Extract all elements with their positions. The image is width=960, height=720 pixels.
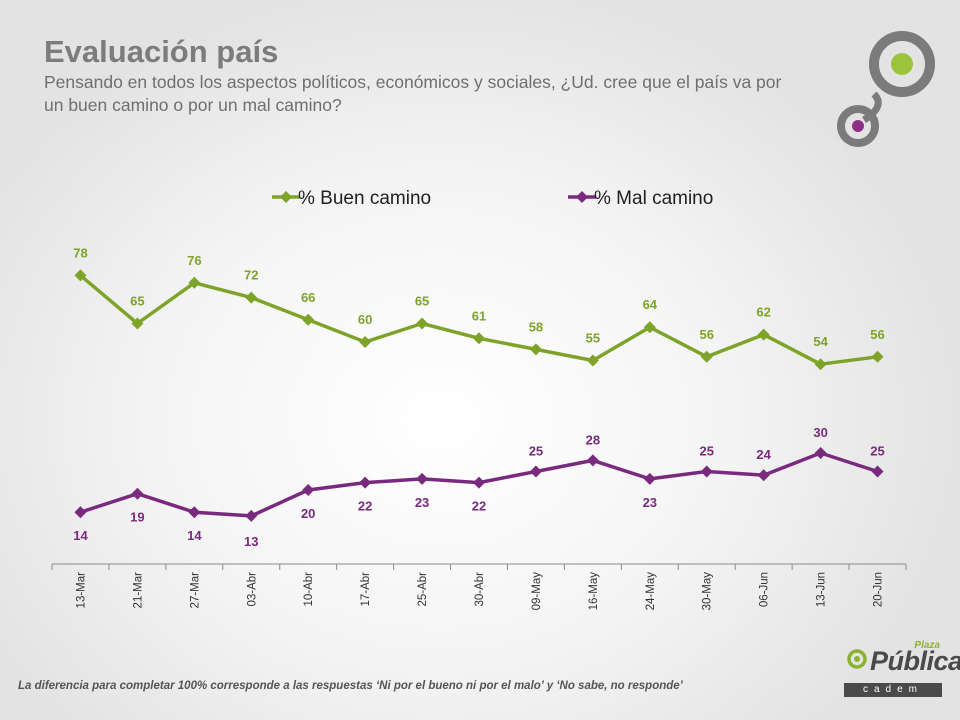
data-point-marker xyxy=(245,509,258,522)
x-tick-label: 24-May xyxy=(645,572,657,611)
data-label: 23 xyxy=(415,495,429,510)
x-tick-label: 13-Mar xyxy=(75,572,87,609)
data-label: 14 xyxy=(187,528,202,543)
x-tick-label: 06-Jun xyxy=(759,572,771,607)
data-label: 20 xyxy=(301,506,315,521)
data-point-marker xyxy=(302,484,315,496)
data-label: 24 xyxy=(756,447,771,462)
x-tick-label: 21-Mar xyxy=(132,572,144,609)
data-label: 30 xyxy=(813,425,827,440)
data-point-marker xyxy=(757,469,770,482)
data-point-marker xyxy=(473,332,485,345)
data-point-marker xyxy=(700,350,713,363)
data-label: 54 xyxy=(813,334,828,349)
data-point-marker xyxy=(74,269,87,282)
data-point-marker xyxy=(359,336,372,348)
data-label: 78 xyxy=(73,245,87,260)
data-point-marker xyxy=(74,506,87,519)
data-point-marker xyxy=(871,350,884,363)
data-point-marker xyxy=(814,358,827,371)
data-point-marker xyxy=(529,343,542,356)
data-label: 72 xyxy=(244,268,258,283)
data-point-marker xyxy=(586,454,599,467)
data-point-marker xyxy=(757,328,770,341)
legend-item-mal-camino: % Mal camino xyxy=(568,188,713,209)
legend-label: % Buen camino xyxy=(298,188,431,209)
data-label: 56 xyxy=(699,327,713,342)
data-point-marker xyxy=(188,506,201,519)
data-label: 23 xyxy=(643,495,657,510)
data-label: 65 xyxy=(130,294,144,309)
data-label: 14 xyxy=(73,528,88,543)
data-label: 55 xyxy=(586,331,600,346)
data-label: 56 xyxy=(870,327,884,342)
data-point-marker xyxy=(302,313,315,326)
data-label: 28 xyxy=(586,432,600,447)
data-label: 62 xyxy=(756,305,770,320)
data-label: 60 xyxy=(358,312,372,327)
data-point-marker xyxy=(416,317,429,330)
data-point-marker xyxy=(131,487,144,500)
data-label: 66 xyxy=(301,290,315,305)
legend-label: % Mal camino xyxy=(594,188,713,209)
data-point-marker xyxy=(871,465,884,478)
data-label: 76 xyxy=(187,253,201,268)
data-point-marker xyxy=(700,465,713,478)
data-label: 22 xyxy=(358,499,372,514)
x-tick-label: 17-Abr xyxy=(360,572,372,607)
page-title: Evaluación país xyxy=(44,34,279,69)
brand-logo-name: Pública xyxy=(870,646,960,676)
data-point-marker xyxy=(814,447,827,459)
data-label: 25 xyxy=(870,444,884,459)
brand-dot-icon xyxy=(847,649,867,669)
data-point-marker xyxy=(586,354,599,367)
data-point-marker xyxy=(359,476,372,489)
data-label: 13 xyxy=(244,534,258,549)
data-label: 64 xyxy=(643,297,658,312)
x-tick-label: 03-Abr xyxy=(246,572,258,607)
footnote: La diferencia para completar 100% corres… xyxy=(18,680,683,692)
data-label: 25 xyxy=(529,444,543,459)
legend-marker xyxy=(280,191,292,203)
data-label: 61 xyxy=(472,308,486,323)
data-point-marker xyxy=(643,472,656,485)
x-tick-label: 25-Abr xyxy=(417,572,429,607)
data-label: 25 xyxy=(699,444,713,459)
x-tick-label: 16-May xyxy=(588,572,600,611)
data-point-marker xyxy=(473,476,485,489)
data-point-marker xyxy=(131,317,144,330)
page-subtitle: Pensando en todos los aspectos políticos… xyxy=(44,72,782,115)
data-point-marker xyxy=(643,321,656,334)
x-tick-label: 10-Abr xyxy=(303,572,315,607)
decorative-circles-icon xyxy=(837,31,935,147)
data-point-marker xyxy=(529,465,542,478)
data-label: 65 xyxy=(415,294,429,309)
x-tick-label: 30-Abr xyxy=(474,572,486,607)
x-tick-label: 09-May xyxy=(531,572,543,611)
data-label: 58 xyxy=(529,319,543,334)
data-point-marker xyxy=(188,276,201,289)
legend-marker xyxy=(576,191,588,203)
x-tick-label: 20-Jun xyxy=(873,572,885,607)
x-tick-label: 13-Jun xyxy=(816,572,828,607)
brand-logo-bottom: cadem xyxy=(844,683,942,697)
brand-logo: Plaza Pública cadem xyxy=(844,640,960,698)
data-label: 19 xyxy=(130,510,144,525)
data-point-marker xyxy=(245,291,258,304)
data-point-marker xyxy=(416,472,429,485)
data-label: 22 xyxy=(472,499,486,514)
x-tick-label: 30-May xyxy=(702,572,714,611)
legend-item-buen-camino: % Buen camino xyxy=(272,188,431,209)
x-tick-label: 27-Mar xyxy=(189,572,201,609)
brand-logo-top: Plaza xyxy=(914,640,940,651)
